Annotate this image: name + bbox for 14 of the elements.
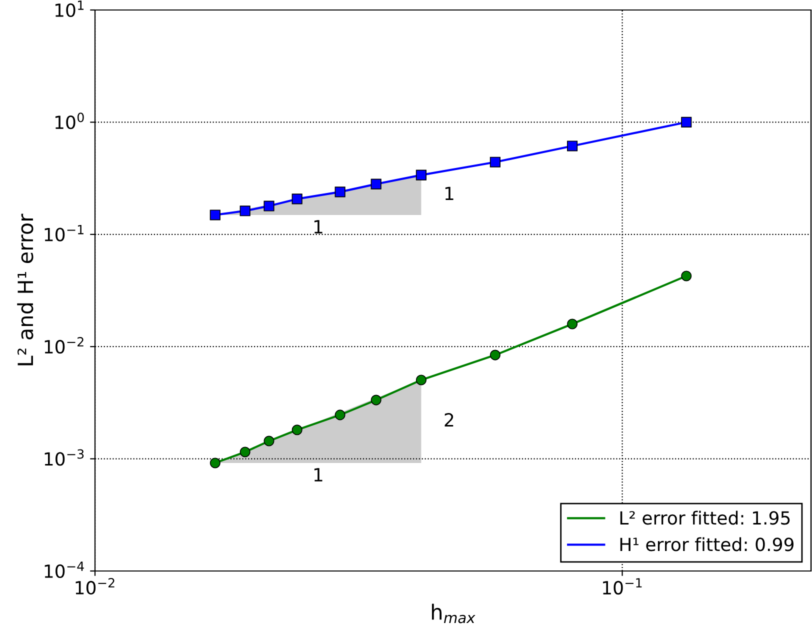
y-tick-label: 10$^{−2}$ <box>44 337 84 354</box>
annotation: 1 <box>314 220 322 234</box>
legend-label: L² error fitted: 1.95 <box>620 510 790 525</box>
annotation: 2 <box>444 413 454 426</box>
annotation: 1 <box>314 468 322 482</box>
y-tick-label: 10$^{−4}$ <box>44 562 84 578</box>
y-tick-label: 10$^{−1}$ <box>44 225 84 242</box>
y-tick-label: 10$^{−3}$ <box>44 449 84 466</box>
legend-label: H¹ error fitted: 0.99 <box>620 537 794 552</box>
x-axis-title: h$_{max}$ <box>432 604 476 624</box>
annotation: 1 <box>445 186 454 200</box>
y-tick-label: 10$^{0}$ <box>55 112 84 130</box>
y-tick-label: 10$^{1}$ <box>55 0 84 17</box>
y-axis-title: L² and H¹ error <box>17 214 34 366</box>
